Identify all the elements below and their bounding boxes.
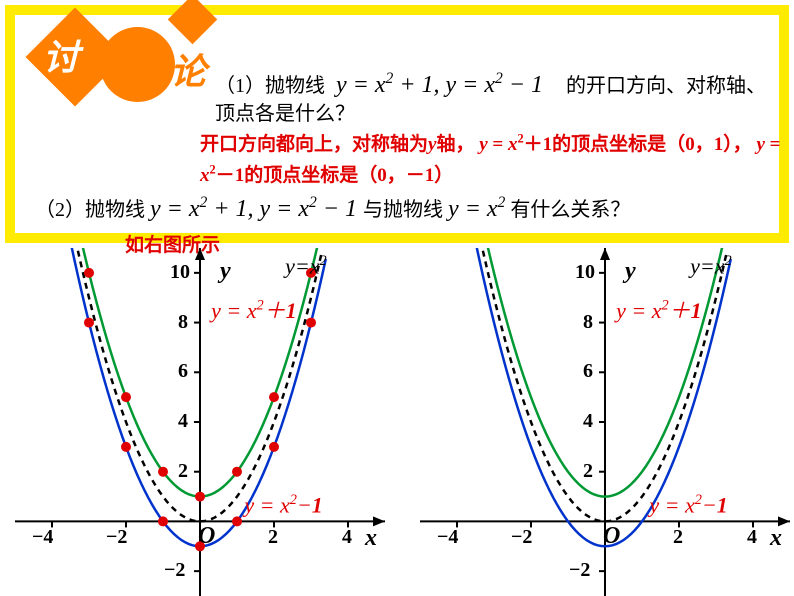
answer-1: 开口方向都向上，对称轴为y轴， y = x2＋1的顶点坐标是（0，1）， y =… bbox=[200, 127, 790, 188]
char-tao: 讨 bbox=[43, 29, 79, 81]
chart-left: −4−224−2246810Oxyy=x2y = x2＋1y = x2−1 bbox=[15, 248, 385, 596]
question-frame: 讨 论 （1）抛物线 y = x2 + 1, y = x2 − 1 的开口方向、… bbox=[5, 5, 789, 243]
discuss-icon: 讨 论 bbox=[25, 7, 215, 127]
charts: −4−224−2246810Oxyy=x2y = x2＋1y = x2−1 −4… bbox=[0, 248, 794, 596]
question-1: （1）抛物线 y = x2 + 1, y = x2 − 1 的开口方向、对称轴、… bbox=[215, 65, 785, 128]
question-2: （2）抛物线 y = x2 + 1, y = x2 − 1 与抛物线 y = x… bbox=[35, 193, 794, 223]
chart-right: −4−224−2246810Oxyy=x2y = x2＋1y = x2−1 bbox=[420, 248, 790, 596]
char-lun: 论 bbox=[170, 43, 206, 95]
